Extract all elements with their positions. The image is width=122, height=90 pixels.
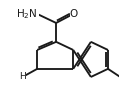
Text: F: F xyxy=(121,72,122,82)
FancyBboxPatch shape xyxy=(26,10,39,18)
FancyBboxPatch shape xyxy=(70,11,77,17)
Text: H: H xyxy=(19,72,26,81)
FancyBboxPatch shape xyxy=(20,74,26,80)
Text: H$_2$N: H$_2$N xyxy=(16,7,37,21)
FancyBboxPatch shape xyxy=(119,74,122,80)
Text: O: O xyxy=(69,9,77,19)
